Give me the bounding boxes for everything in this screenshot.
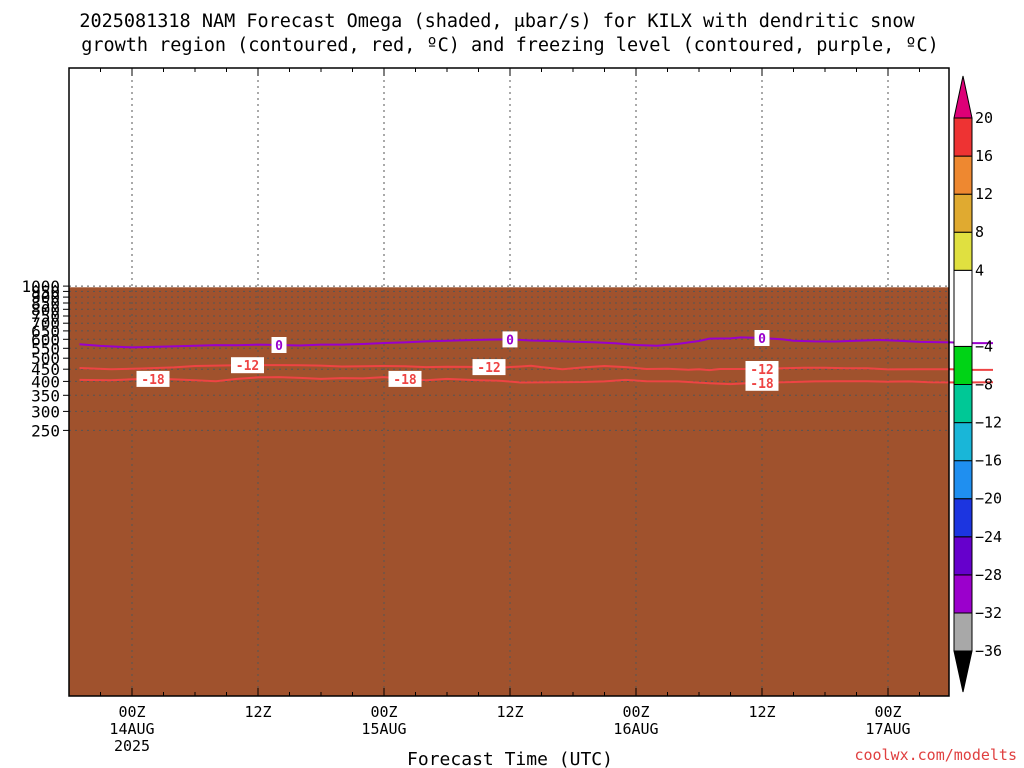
colorbar-band (953, 117, 973, 157)
xtick-label: 12Z (748, 703, 775, 721)
colorbar-band (953, 574, 973, 614)
ytick-label: 800 (31, 300, 60, 319)
ytick-label: 950 (31, 282, 60, 301)
colorbar-band (953, 612, 973, 652)
colorbar-band (953, 231, 973, 271)
xtick-label: 14AUG (109, 720, 154, 738)
chart-title-line-1: 2025081318 NAM Forecast Omega (shaded, μ… (79, 11, 915, 32)
colorbar-band (953, 155, 973, 195)
ytick-label: 650 (31, 322, 60, 341)
xtick-label: 00Z (370, 703, 397, 721)
colorbar-label: −4 (975, 337, 993, 355)
colorbar-label: 4 (975, 261, 984, 279)
xtick-label: 00Z (874, 703, 901, 721)
colorbar-label: 16 (975, 147, 993, 165)
omega-colorbar: 20 16 12 8 4 −4 −8 −12 −16 −20 −24 −28 −32 −36 (953, 75, 1002, 693)
ytick-label: 600 (31, 330, 60, 349)
contour-label-bg (472, 359, 506, 376)
terrain-fill (69, 287, 949, 696)
temperature-contours: -18 -18 -18-12 -12 -120 0 0 (79, 330, 994, 392)
pressure-axis-ticks: 2503003504004505005506006507007508008509… (21, 277, 69, 440)
ytick-label: 350 (31, 386, 60, 405)
ytick-label: 750 (31, 307, 60, 326)
contour-label-bg (754, 330, 770, 346)
ytick-label: 300 (31, 402, 60, 421)
xtick-label: 17AUG (865, 720, 910, 738)
contour-label: 0 (758, 332, 766, 347)
xtick-label: 16AUG (613, 720, 658, 738)
colorbar-label: −8 (975, 376, 993, 394)
contour-label-bg (388, 370, 422, 387)
contour-label-bg (502, 331, 518, 348)
xtick-label: 2025 (114, 737, 150, 755)
credit-text: coolwx.com/modelts (854, 746, 1017, 764)
colorbar-band (953, 193, 973, 233)
ytick-label: 450 (31, 360, 60, 379)
contour-line-2 (79, 364, 993, 372)
contour-label-bg (231, 357, 264, 374)
ytick-label: 700 (31, 314, 60, 333)
contour-label: -18 (141, 373, 165, 388)
xtick-label: 15AUG (361, 720, 406, 738)
ytick-label: 900 (31, 288, 60, 307)
ytick-label: 850 (31, 294, 60, 313)
colorbar-label: 12 (975, 185, 993, 203)
xtick-label: 00Z (118, 703, 145, 721)
contour-label: -12 (236, 359, 259, 374)
contour-label: 0 (275, 339, 283, 354)
contour-line-1 (79, 376, 994, 386)
colorbar-label: −24 (975, 528, 1002, 546)
plot-frame (68, 67, 950, 697)
ytick-label: 250 (31, 421, 60, 440)
colorbar-band (953, 422, 973, 462)
colorbar-band (953, 384, 973, 424)
contour-label: 0 (506, 333, 514, 348)
colorbar-band (953, 345, 973, 385)
colorbar-upper-arrow (953, 75, 973, 119)
contour-label: -18 (750, 377, 774, 392)
xtick-label: 12Z (496, 703, 523, 721)
contour-label-bg (136, 370, 170, 387)
colorbar-label: −12 (975, 414, 1002, 432)
contour-label-bg (271, 337, 287, 353)
colorbar-band (953, 498, 973, 538)
ytick-label: 1000 (21, 277, 60, 296)
ytick-label: 400 (31, 372, 60, 391)
colorbar-label: −20 (975, 490, 1002, 508)
x-axis-title: Forecast Time (UTC) (407, 749, 613, 768)
colorbar-label: −16 (975, 452, 1002, 470)
colorbar-lower-arrow (953, 650, 973, 693)
colorbar-label: 20 (975, 109, 993, 127)
contour-label: -18 (393, 373, 417, 388)
contour-label: -12 (477, 361, 500, 376)
contour-line-3 (79, 336, 993, 349)
colorbar-label: −28 (975, 566, 1002, 584)
colorbar-band (953, 460, 973, 500)
omega-shaded-regions (69, 287, 949, 696)
ytick-label: 550 (31, 339, 60, 358)
xtick-label: 00Z (622, 703, 649, 721)
chart-title-line-2: growth region (contoured, red, ºC) and f… (81, 35, 939, 56)
xtick-label: 12Z (244, 703, 271, 721)
ytick-label: 500 (31, 349, 60, 368)
colorbar-band (953, 536, 973, 576)
colorbar-label: −32 (975, 604, 1002, 622)
colorbar-band (953, 269, 973, 347)
colorbar-label: −36 (975, 642, 1002, 660)
contour-label-bg (745, 361, 779, 377)
contour-label-bg (745, 374, 779, 391)
contour-label: -12 (750, 363, 773, 378)
colorbar-label: 8 (975, 223, 984, 241)
